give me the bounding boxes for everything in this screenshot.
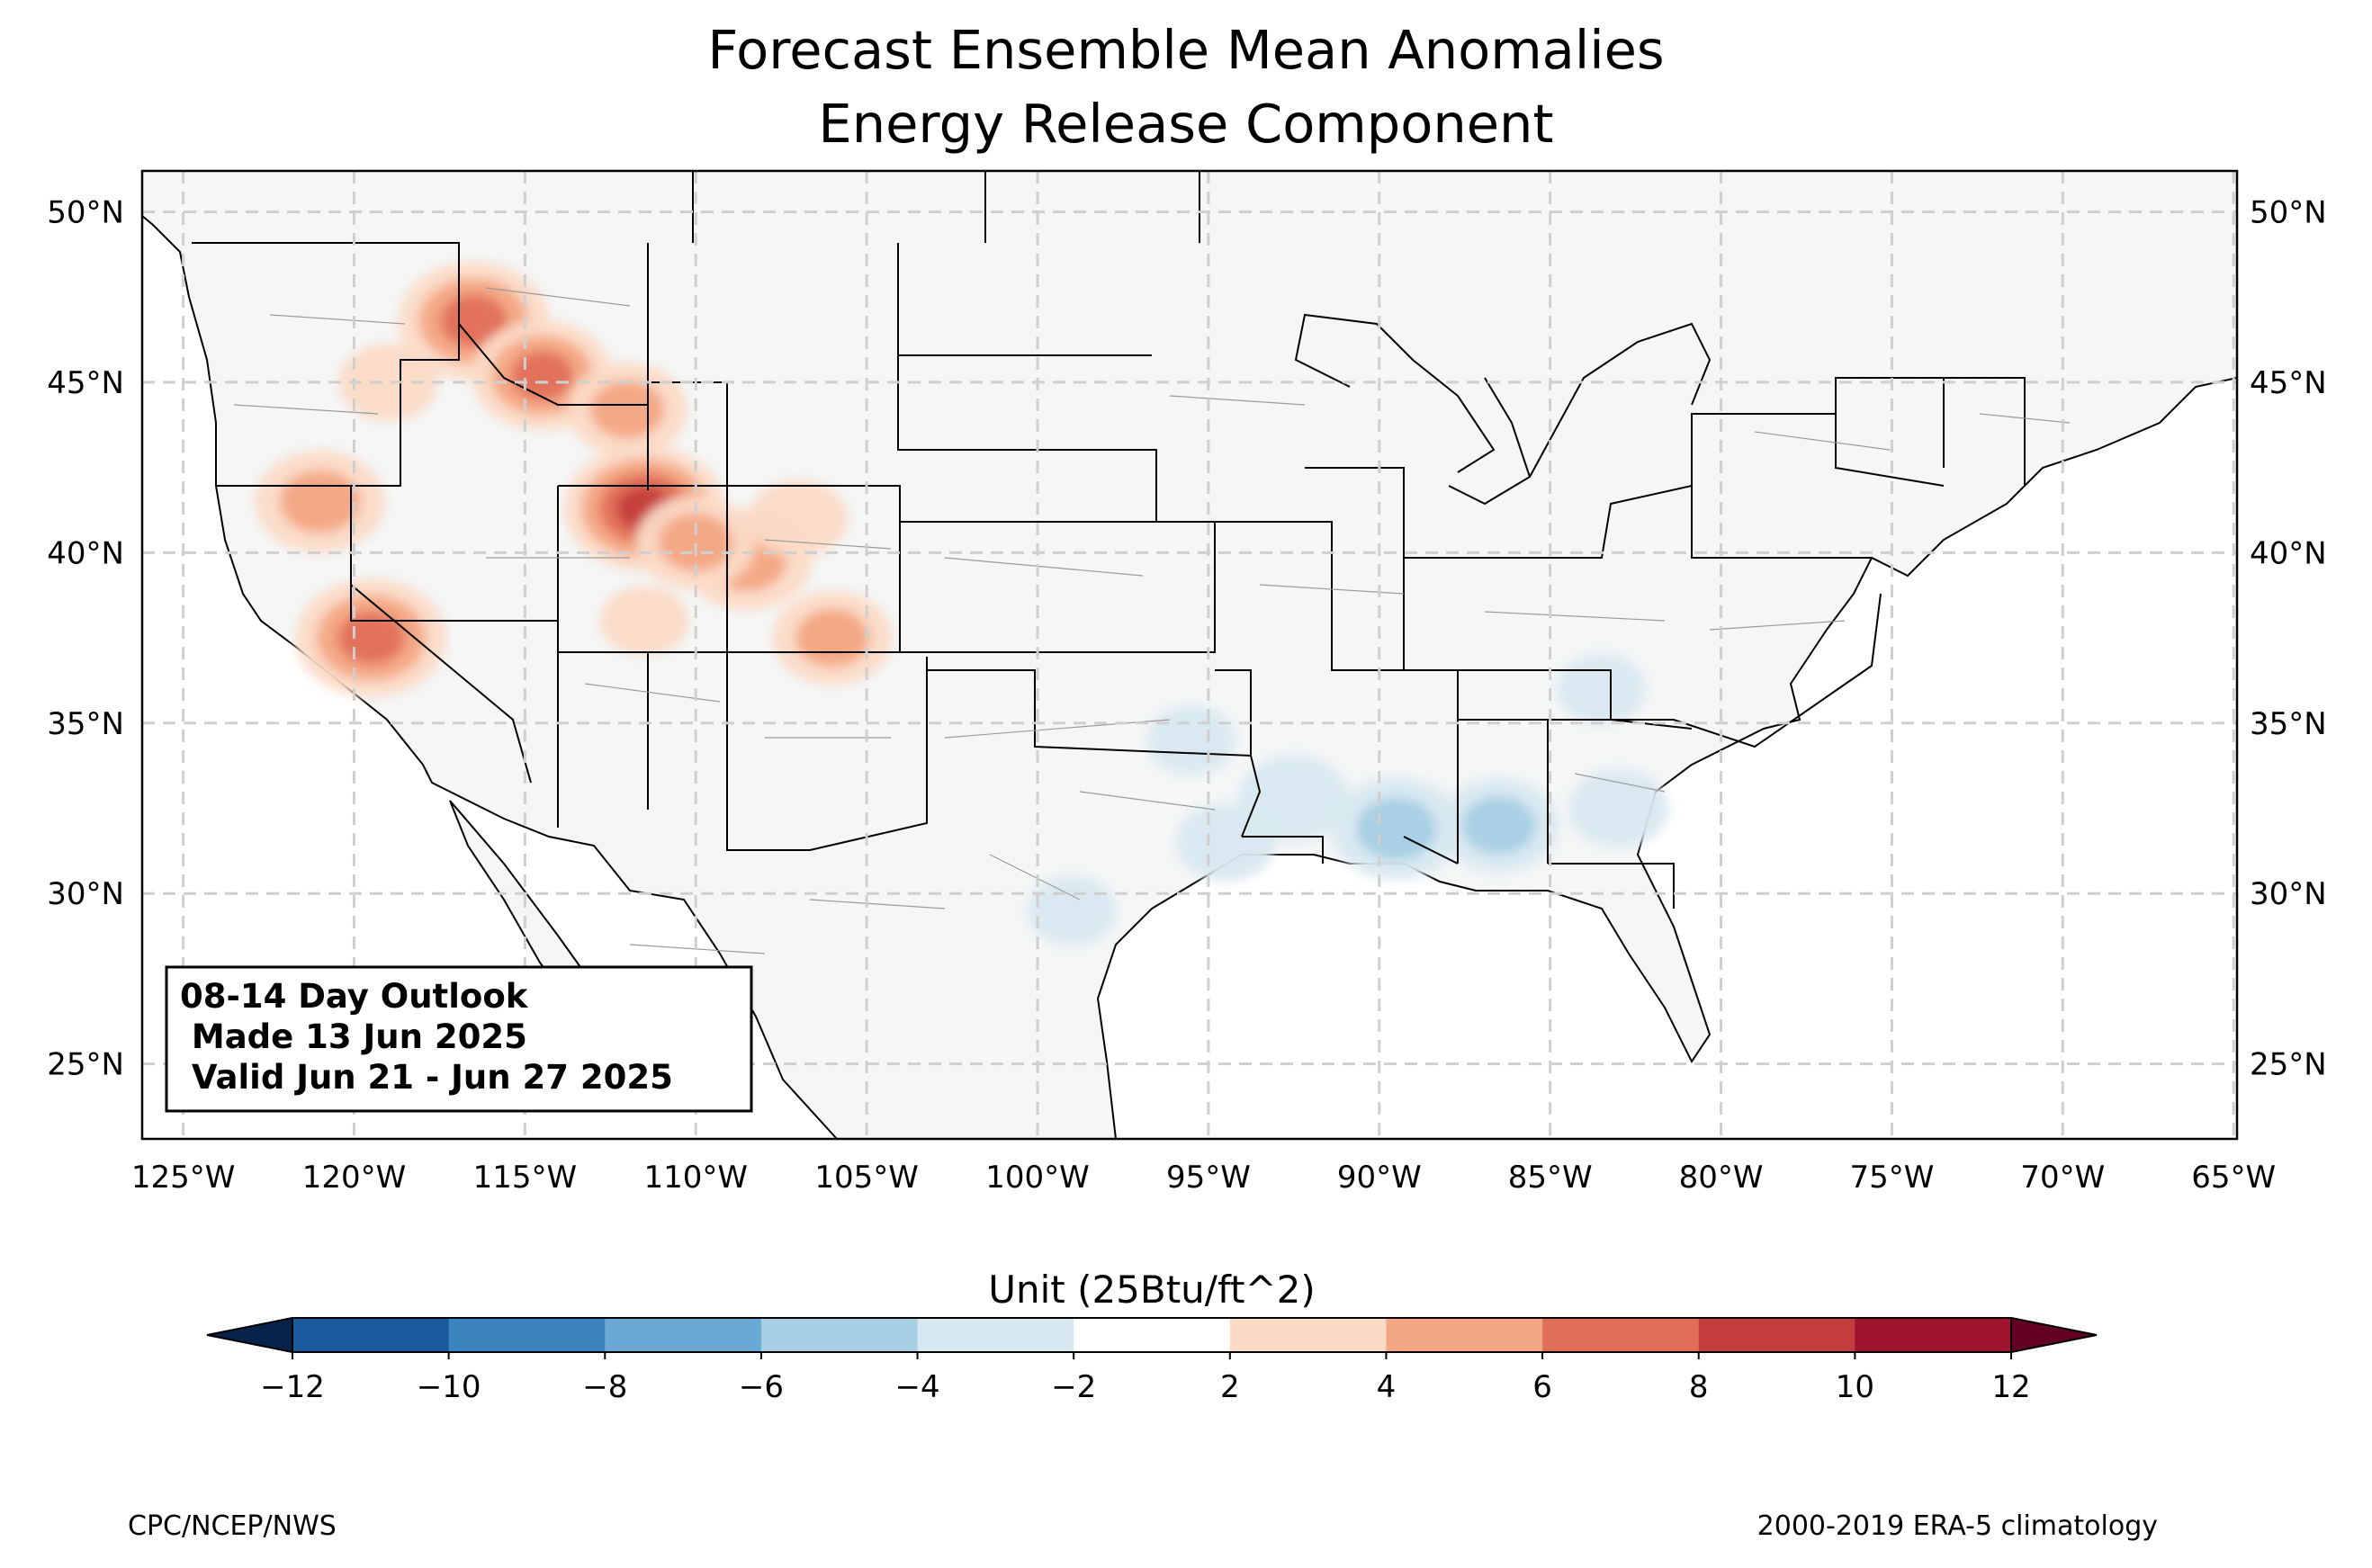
latitude-tick-label: 35°N xyxy=(2250,706,2327,742)
anomaly-contour xyxy=(338,343,438,422)
longitude-tick-label: 110°W xyxy=(643,1160,748,1196)
gridlines xyxy=(142,171,2237,1139)
colorbar-tick-label: −12 xyxy=(260,1369,325,1405)
outlook-box: 08-14 Day Outlook Made 13 Jun 2025 Valid… xyxy=(165,965,753,1113)
map-title-line2: Energy Release Component xyxy=(818,93,1553,155)
anomaly-contour xyxy=(795,608,870,668)
latitude-tick-label: 45°N xyxy=(47,365,124,401)
colorbar-segment xyxy=(1074,1318,1231,1352)
latitude-tick-label: 50°N xyxy=(2250,194,2327,230)
longitude-tick-label: 80°W xyxy=(1679,1160,1764,1196)
latitude-tick-labels-right: 50°N 45°N 40°N 35°N 30°N 25°N xyxy=(2250,194,2327,1082)
latitude-tick-labels-left: 50°N 45°N 40°N 35°N 30°N 25°N xyxy=(47,194,124,1082)
longitude-tick-label: 75°W xyxy=(1849,1160,1934,1196)
map-title-line1: Forecast Ensemble Mean Anomalies xyxy=(707,19,1664,81)
latitude-tick-label: 50°N xyxy=(47,194,124,230)
outlook-line1: 08-14 Day Outlook xyxy=(180,977,529,1016)
colorbar-tick-label: −2 xyxy=(1051,1369,1096,1405)
anomaly-contour xyxy=(1356,797,1437,861)
colorbar-tick-label: 2 xyxy=(1220,1369,1240,1405)
anomaly-contour xyxy=(1175,803,1276,882)
footer-right: 2000-2019 ERA-5 climatology xyxy=(1757,1510,2158,1542)
longitude-tick-label: 65°W xyxy=(2191,1160,2276,1196)
anomaly-contour xyxy=(748,479,849,558)
colorbar-segment xyxy=(605,1318,762,1352)
anomaly-contour xyxy=(1027,875,1117,945)
latitude-tick-label: 40°N xyxy=(2250,535,2327,571)
anomaly-contour xyxy=(1238,755,1349,841)
anomaly-contour xyxy=(1557,654,1647,724)
anomaly-contour xyxy=(1146,705,1236,775)
colorbar-label: Unit (25Btu/ft^2) xyxy=(988,1268,1316,1312)
county-lines xyxy=(233,287,2071,954)
anomaly-contour xyxy=(337,611,405,665)
anomaly-field xyxy=(255,262,1668,945)
anomaly-contour xyxy=(510,351,574,400)
colorbar-segment xyxy=(1229,1318,1387,1352)
outlook-line2: Made 13 Jun 2025 xyxy=(180,1017,527,1056)
colorbar-tick-label: 10 xyxy=(1836,1369,1874,1405)
longitude-tick-label: 100°W xyxy=(985,1160,1090,1196)
colorbar-tick-label: −10 xyxy=(417,1369,481,1405)
colorbar-under-arrow xyxy=(206,1316,293,1354)
longitude-tick-label: 70°W xyxy=(2020,1160,2105,1196)
latitude-tick-label: 30°N xyxy=(2250,876,2327,912)
colorbar-tick-label: −4 xyxy=(894,1369,939,1405)
longitude-tick-label: 125°W xyxy=(131,1160,236,1196)
footer-left: CPC/NCEP/NWS xyxy=(128,1510,337,1542)
latitude-tick-label: 30°N xyxy=(47,876,124,912)
colorbar-segment xyxy=(448,1318,606,1352)
latitude-tick-label: 25°N xyxy=(47,1047,124,1083)
anomaly-contour xyxy=(659,513,733,572)
latitude-tick-label: 40°N xyxy=(47,535,124,571)
anomaly-contour xyxy=(279,470,361,533)
latitude-tick-label: 45°N xyxy=(2250,365,2327,401)
latitude-tick-label: 25°N xyxy=(2250,1047,2327,1083)
colorbar-segment xyxy=(1855,1318,2012,1352)
colorbar-tick-label: 6 xyxy=(1532,1369,1552,1405)
anomaly-contour xyxy=(440,294,508,347)
longitude-tick-label: 95°W xyxy=(1166,1160,1251,1196)
state-borders xyxy=(192,171,2026,909)
map-frame xyxy=(140,169,2239,1141)
colorbar-segments xyxy=(206,1316,2098,1354)
anomaly-contour xyxy=(590,381,665,439)
colorbar-outline xyxy=(292,1317,2012,1353)
anomaly-contour xyxy=(1568,769,1668,847)
colorbar-tick-label: 12 xyxy=(1991,1369,2030,1405)
colorbar-tick-label: −8 xyxy=(582,1369,627,1405)
anomaly-contour xyxy=(1461,796,1536,855)
longitude-tick-label: 120°W xyxy=(302,1160,407,1196)
longitude-tick-label: 115°W xyxy=(473,1160,578,1196)
colorbar-tick-labels: −12 −10 −8 −6 −4 −2 2 4 6 8 10 12 xyxy=(260,1352,2031,1405)
colorbar-segment xyxy=(1698,1318,1855,1352)
longitude-tick-label: 105°W xyxy=(814,1160,919,1196)
colorbar-segment xyxy=(760,1318,919,1352)
longitude-tick-label: 85°W xyxy=(1508,1160,1593,1196)
map-panel: 125°W 120°W 115°W 110°W 105°W 100°W 95°W 90°W 85… xyxy=(47,169,2327,1196)
colorbar-segment xyxy=(1386,1318,1543,1352)
colorbar-over-arrow xyxy=(2010,1316,2098,1354)
colorbar-segment xyxy=(1542,1318,1700,1352)
colorbar: Unit (25Btu/ft^2) −12 −10 −8 −6 −4 −2 2 4 6 8 10 12 xyxy=(206,1268,2098,1405)
outlook-line3: Valid Jun 21 - Jun 27 2025 xyxy=(180,1058,673,1097)
latitude-tick-label: 35°N xyxy=(47,706,124,742)
colorbar-tick-label: −6 xyxy=(739,1369,784,1405)
colorbar-tick-label: 4 xyxy=(1377,1369,1397,1405)
colorbar-segment xyxy=(917,1318,1074,1352)
colorbar-tick-label: 8 xyxy=(1689,1369,1709,1405)
colorbar-segment xyxy=(292,1318,450,1352)
longitude-tick-labels: 125°W 120°W 115°W 110°W 105°W 100°W 95°W 90°W 85… xyxy=(131,1160,2276,1196)
longitude-tick-label: 90°W xyxy=(1337,1160,1422,1196)
anomaly-contour xyxy=(599,586,689,656)
